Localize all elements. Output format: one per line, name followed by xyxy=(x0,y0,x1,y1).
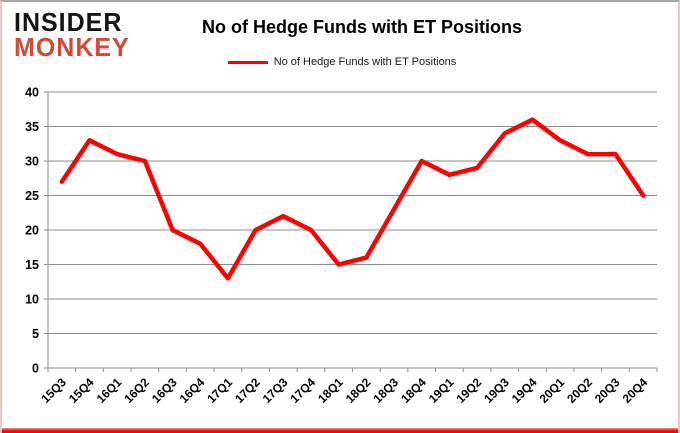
x-axis-label-19Q1: 19Q1 xyxy=(426,375,457,406)
x-axis-label-18Q2: 18Q2 xyxy=(343,375,374,406)
legend: No of Hedge Funds with ET Positions xyxy=(2,56,678,68)
x-axis-label-15Q4: 15Q4 xyxy=(66,375,97,406)
x-axis-label-16Q3: 16Q3 xyxy=(149,375,180,406)
x-axis-label-20Q1: 20Q1 xyxy=(537,375,568,406)
x-axis-label-17Q3: 17Q3 xyxy=(260,375,291,406)
y-axis-label-15: 15 xyxy=(25,258,39,272)
y-axis-label-20: 20 xyxy=(25,224,39,238)
x-axis-label-19Q4: 19Q4 xyxy=(509,375,540,406)
x-axis-label-15Q3: 15Q3 xyxy=(38,375,69,406)
chart-title: No of Hedge Funds with ET Positions xyxy=(202,17,522,37)
y-axis-label-40: 40 xyxy=(25,86,39,100)
logo-line-insider: INSIDER xyxy=(14,7,123,38)
logo-line-monkey: MONKEY xyxy=(14,33,130,63)
x-axis-label-16Q1: 16Q1 xyxy=(94,375,125,406)
x-axis-label-17Q4: 17Q4 xyxy=(287,375,318,406)
insider-monkey-logo: INSIDER MONKEY xyxy=(14,7,130,63)
x-axis-label-17Q1: 17Q1 xyxy=(204,375,235,406)
x-axis-label-17Q2: 17Q2 xyxy=(232,375,263,406)
x-axis-label-16Q2: 16Q2 xyxy=(121,375,152,406)
y-axis-label-25: 25 xyxy=(25,189,39,203)
y-axis-label-0: 0 xyxy=(32,362,39,376)
bottom-red-bar xyxy=(2,428,678,433)
x-axis-label-20Q3: 20Q3 xyxy=(592,375,623,406)
y-axis-label-30: 30 xyxy=(25,155,39,169)
x-axis-label-20Q2: 20Q2 xyxy=(564,375,595,406)
x-axis-label-19Q2: 19Q2 xyxy=(454,375,485,406)
y-axis-label-35: 35 xyxy=(25,120,39,134)
x-axis-label-18Q1: 18Q1 xyxy=(315,375,346,406)
x-axis-label-18Q3: 18Q3 xyxy=(370,375,401,406)
x-axis-label-16Q4: 16Q4 xyxy=(177,375,208,406)
legend-label: No of Hedge Funds with ET Positions xyxy=(273,56,457,68)
y-axis-label-10: 10 xyxy=(25,293,39,307)
series-line xyxy=(59,117,646,281)
x-axis-label-20Q4: 20Q4 xyxy=(620,375,651,406)
y-axis-label-5: 5 xyxy=(32,327,39,341)
x-axis-label-19Q3: 19Q3 xyxy=(481,375,512,406)
legend-line-swatch xyxy=(227,60,268,64)
x-axis-label-18Q4: 18Q4 xyxy=(398,375,429,406)
